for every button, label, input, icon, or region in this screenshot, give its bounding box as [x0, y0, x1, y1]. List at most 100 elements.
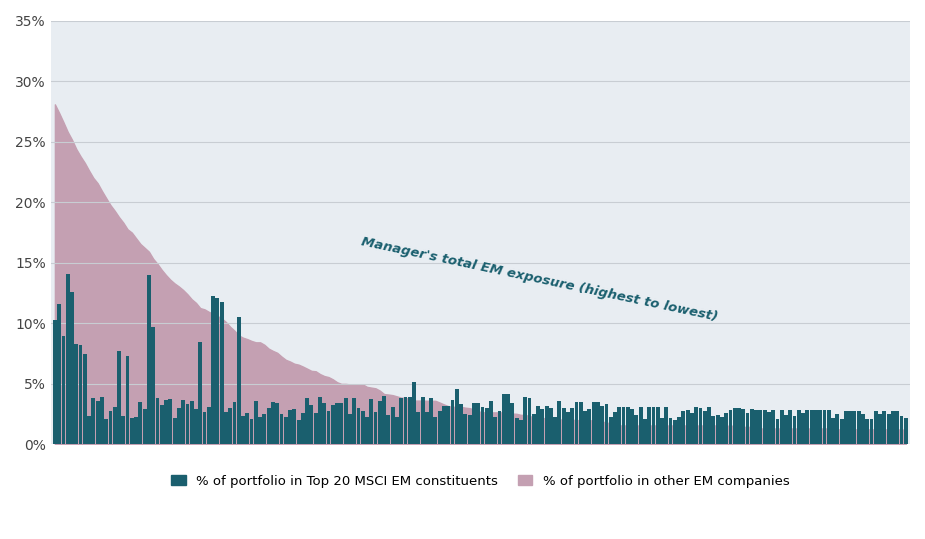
Bar — [57, 304, 61, 444]
Bar — [617, 407, 622, 444]
Bar — [126, 356, 130, 444]
Bar — [519, 419, 523, 444]
Bar — [609, 417, 612, 444]
Bar — [853, 411, 857, 444]
Bar — [92, 398, 95, 444]
Bar — [305, 398, 309, 444]
Bar — [733, 407, 736, 444]
Bar — [416, 412, 420, 444]
Bar — [365, 417, 369, 444]
Bar — [117, 350, 121, 444]
Bar — [698, 407, 702, 444]
Bar — [861, 414, 865, 444]
Bar — [553, 417, 557, 444]
Bar — [395, 418, 399, 444]
Bar — [400, 398, 403, 444]
Bar — [245, 413, 249, 444]
Bar — [690, 413, 694, 444]
Bar — [848, 411, 852, 444]
Bar — [121, 416, 125, 444]
Bar — [784, 414, 788, 444]
Bar — [442, 406, 446, 444]
Bar — [835, 414, 839, 444]
Bar — [677, 417, 681, 444]
Bar — [335, 403, 339, 444]
Bar — [502, 394, 506, 444]
Bar — [53, 320, 56, 444]
Bar — [254, 401, 258, 444]
Bar — [455, 389, 459, 444]
Bar — [532, 414, 536, 444]
Bar — [814, 410, 818, 444]
Bar — [134, 417, 138, 444]
Bar — [356, 409, 361, 444]
Legend: % of portfolio in Top 20 MSCI EM constituents, % of portfolio in other EM compan: % of portfolio in Top 20 MSCI EM constit… — [166, 469, 795, 493]
Bar — [669, 418, 672, 444]
Bar — [797, 410, 801, 444]
Bar — [361, 411, 364, 444]
Bar — [741, 409, 746, 444]
Bar — [62, 336, 66, 444]
Bar — [874, 411, 878, 444]
Bar — [266, 408, 271, 444]
Bar — [878, 414, 882, 444]
Bar — [152, 327, 155, 444]
Bar — [322, 403, 327, 444]
Bar — [524, 397, 527, 444]
Bar — [493, 417, 498, 444]
Bar — [318, 397, 322, 444]
Bar — [806, 410, 809, 444]
Bar — [651, 407, 656, 444]
Bar — [703, 411, 707, 444]
Bar — [387, 416, 390, 444]
Bar — [771, 410, 775, 444]
Bar — [301, 413, 305, 444]
Bar — [596, 402, 599, 444]
Bar — [822, 410, 826, 444]
Bar — [160, 405, 164, 444]
Bar — [540, 409, 544, 444]
Bar — [635, 414, 638, 444]
Bar — [220, 302, 224, 444]
Bar — [348, 414, 352, 444]
Bar — [447, 406, 450, 444]
Bar — [113, 407, 117, 444]
Bar — [832, 418, 835, 444]
Bar — [904, 418, 907, 444]
Bar — [130, 418, 134, 444]
Bar — [142, 409, 146, 444]
Bar — [780, 410, 783, 444]
Bar — [216, 298, 219, 444]
Bar — [408, 397, 412, 444]
Bar — [711, 416, 715, 444]
Bar — [514, 418, 519, 444]
Bar — [643, 419, 647, 444]
Bar — [870, 419, 873, 444]
Bar — [450, 399, 454, 444]
Bar — [207, 407, 211, 444]
Bar — [600, 406, 604, 444]
Bar — [83, 354, 87, 444]
Bar — [865, 419, 869, 444]
Bar — [763, 410, 767, 444]
Bar — [891, 411, 894, 444]
Bar — [382, 396, 386, 444]
Bar — [574, 402, 578, 444]
Bar — [327, 411, 330, 444]
Bar — [284, 417, 288, 444]
Bar — [750, 409, 754, 444]
Bar — [899, 416, 904, 444]
Bar — [527, 398, 531, 444]
Bar — [310, 405, 314, 444]
Bar — [413, 382, 416, 444]
Bar — [549, 407, 553, 444]
Bar — [472, 403, 475, 444]
Bar — [378, 400, 382, 444]
Bar — [434, 417, 438, 444]
Bar — [190, 402, 193, 444]
Bar — [545, 406, 549, 444]
Bar — [579, 402, 583, 444]
Bar — [74, 344, 79, 444]
Bar — [403, 397, 407, 444]
Bar — [271, 402, 275, 444]
